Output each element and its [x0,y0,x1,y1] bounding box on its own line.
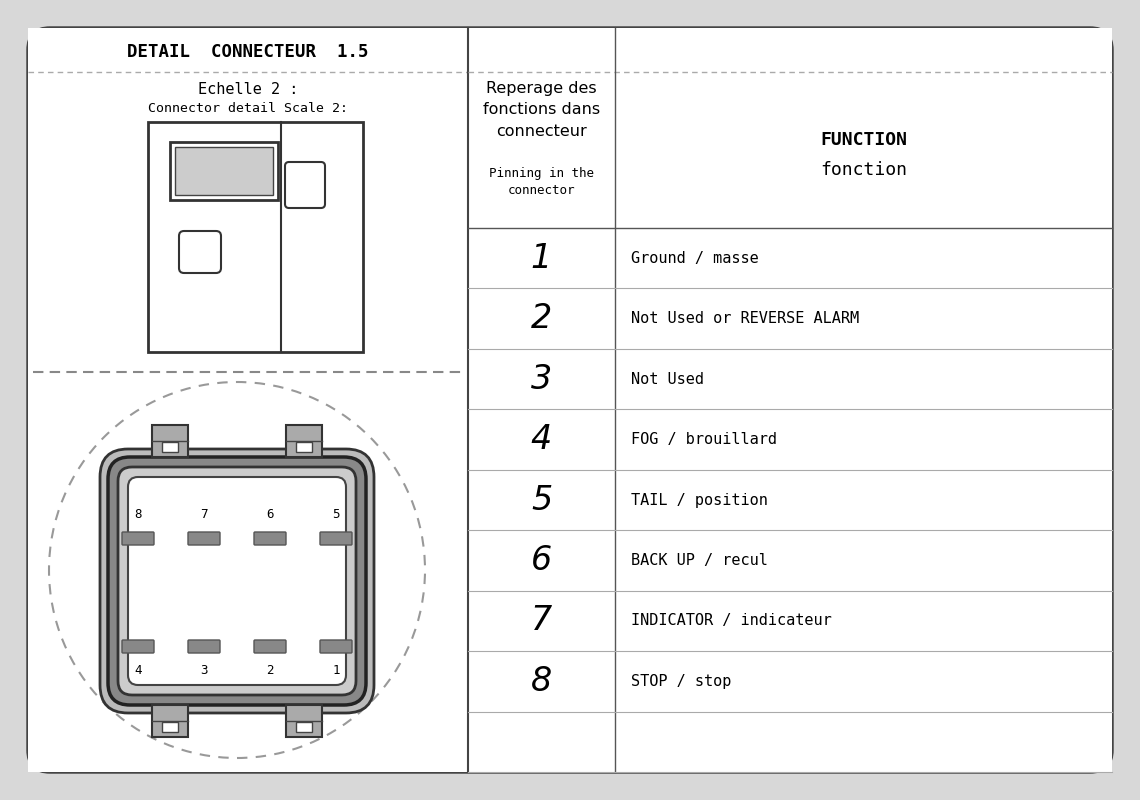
FancyBboxPatch shape [100,449,374,713]
Text: Echelle 2 :: Echelle 2 : [198,82,299,98]
FancyBboxPatch shape [254,640,286,653]
Bar [28,28,469,772]
Text: Connector detail Scale 2:: Connector detail Scale 2: [148,102,348,114]
Bar [170,142,278,200]
Text: 6: 6 [531,544,552,577]
Text: 8: 8 [135,509,141,522]
Text: 3: 3 [201,665,207,678]
FancyBboxPatch shape [188,640,220,653]
Text: Pinning in the
connector: Pinning in the connector [489,166,594,198]
Bar [162,722,178,732]
Bar [152,425,188,457]
Bar [286,425,321,457]
Text: Not Used or REVERSE ALARM: Not Used or REVERSE ALARM [632,311,860,326]
Text: 4: 4 [135,665,141,678]
Text: BACK UP / recul: BACK UP / recul [632,553,768,568]
FancyBboxPatch shape [254,532,286,545]
Bar [469,28,1112,772]
FancyBboxPatch shape [122,640,154,653]
Text: TAIL / position: TAIL / position [632,493,768,507]
Text: DETAIL  CONNECTEUR  1.5: DETAIL CONNECTEUR 1.5 [128,43,368,61]
Text: 5: 5 [531,483,552,517]
Bar [296,442,312,452]
Text: 2: 2 [267,665,274,678]
Text: 5: 5 [332,509,340,522]
Text: INDICATOR / indicateur: INDICATOR / indicateur [632,614,832,628]
Text: Ground / masse: Ground / masse [632,250,759,266]
Bar [152,705,188,737]
FancyBboxPatch shape [128,477,347,685]
Bar [286,705,321,737]
FancyBboxPatch shape [188,532,220,545]
Text: 2: 2 [531,302,552,335]
Text: 4: 4 [531,423,552,456]
Bar [162,442,178,452]
Text: FOG / brouillard: FOG / brouillard [632,432,777,447]
Text: 8: 8 [531,665,552,698]
FancyBboxPatch shape [320,532,352,545]
Text: 7: 7 [201,509,207,522]
Text: 7: 7 [531,604,552,638]
FancyBboxPatch shape [179,231,221,273]
Text: Reperage des
fonctions dans
connecteur: Reperage des fonctions dans connecteur [483,82,600,138]
Text: 6: 6 [267,509,274,522]
FancyBboxPatch shape [285,162,325,208]
FancyBboxPatch shape [320,640,352,653]
Bar [148,122,363,352]
FancyBboxPatch shape [122,532,154,545]
Text: STOP / stop: STOP / stop [632,674,732,689]
Text: 1: 1 [332,665,340,678]
Text: FUNCTION: FUNCTION [820,131,907,149]
Bar [176,147,272,195]
Text: 1: 1 [531,242,552,274]
Text: 3: 3 [531,362,552,396]
Text: fonction: fonction [820,161,907,179]
FancyBboxPatch shape [119,467,356,695]
FancyBboxPatch shape [28,28,1112,772]
Bar [296,722,312,732]
FancyBboxPatch shape [108,457,366,705]
Text: Not Used: Not Used [632,372,705,386]
